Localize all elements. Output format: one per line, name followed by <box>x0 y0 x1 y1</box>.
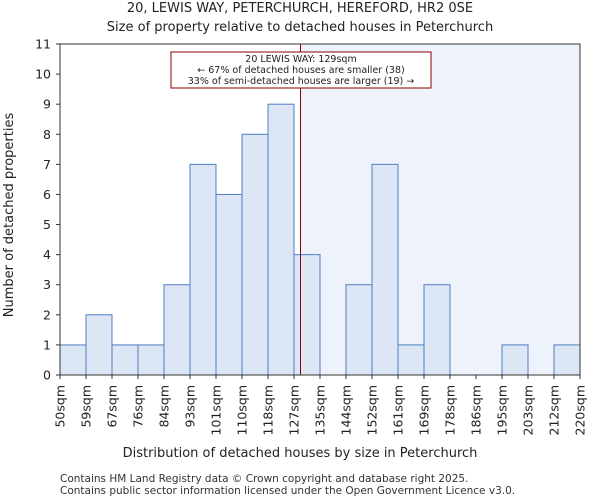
y-tick-label-5: 5 <box>43 217 51 232</box>
x-tick-label-135sqm: 135sqm <box>313 385 328 435</box>
bar-76sqm <box>137 344 165 376</box>
x-tick-label-84sqm: 84sqm <box>157 385 172 428</box>
chart-title: 20, LEWIS WAY, PETERCHURCH, HEREFORD, HR… <box>127 1 473 16</box>
bar-118sqm <box>267 103 295 376</box>
x-tick-label-178sqm: 178sqm <box>443 385 458 435</box>
x-tick-label-118sqm: 118sqm <box>261 385 276 435</box>
x-tick-label-110sqm: 110sqm <box>235 385 250 435</box>
x-tick-label-169sqm: 169sqm <box>417 385 432 435</box>
x-tick-label-203sqm: 203sqm <box>521 385 536 435</box>
y-tick-label-9: 9 <box>43 97 51 112</box>
y-tick-label-11: 11 <box>35 37 51 52</box>
bar-195sqm <box>501 344 529 376</box>
bar-212sqm <box>553 344 581 376</box>
y-tick-label-7: 7 <box>43 157 51 172</box>
bar-144sqm <box>345 284 373 376</box>
x-tick-label-212sqm: 212sqm <box>547 385 562 435</box>
bar-59sqm <box>85 314 113 376</box>
bar-152sqm <box>371 163 399 376</box>
bar-169sqm <box>423 284 451 376</box>
x-axis-label: Distribution of detached houses by size … <box>123 446 478 461</box>
x-tick-label-144sqm: 144sqm <box>339 385 354 435</box>
bar-84sqm <box>163 284 191 376</box>
x-axis-ticks: 50sqm 59sqm 67sqm 76sqm 84sqm 93sqm 101sqm 110s… <box>53 375 588 435</box>
x-tick-label-220sqm: 220sqm <box>573 385 588 435</box>
y-tick-label-6: 6 <box>43 187 51 202</box>
bars <box>59 103 581 376</box>
chart-subtitle: Size of property relative to detached ho… <box>107 20 493 35</box>
annotation-border <box>170 51 432 89</box>
x-tick-label-186sqm: 186sqm <box>469 385 484 435</box>
x-tick-label-152sqm: 152sqm <box>365 385 380 435</box>
x-tick-label-161sqm: 161sqm <box>391 385 406 435</box>
annotation-box: 20 LEWIS WAY: 129sqm ← 67% of detached h… <box>170 51 432 89</box>
y-axis-label: Number of detached properties <box>2 113 17 318</box>
bar-101sqm <box>215 193 243 376</box>
y-tick-label-2: 2 <box>43 307 51 322</box>
x-tick-label-50sqm: 50sqm <box>53 385 68 428</box>
bar-50sqm <box>59 344 87 376</box>
y-tick-label-8: 8 <box>43 127 51 142</box>
x-tick-label-67sqm: 67sqm <box>105 385 120 428</box>
y-tick-label-10: 10 <box>35 67 51 82</box>
x-tick-label-93sqm: 93sqm <box>183 385 198 428</box>
y-tick-label-4: 4 <box>43 247 51 262</box>
annotation-line-3: 33% of semi-detached houses are larger (… <box>188 76 415 87</box>
y-tick-label-1: 1 <box>43 337 51 352</box>
bar-67sqm <box>111 344 139 376</box>
x-tick-label-101sqm: 101sqm <box>209 385 224 435</box>
x-tick-label-127sqm: 127sqm <box>287 385 302 435</box>
footer-line-2: Contains public sector information licen… <box>60 485 515 497</box>
bar-110sqm <box>241 133 269 376</box>
footer-line-1: Contains HM Land Registry data © Crown c… <box>60 473 468 485</box>
bar-93sqm <box>189 163 217 376</box>
y-tick-label-3: 3 <box>43 277 51 292</box>
bar-127sqm <box>293 254 321 376</box>
x-tick-label-59sqm: 59sqm <box>79 385 94 428</box>
bar-161sqm <box>397 344 425 376</box>
y-tick-label-0: 0 <box>43 368 51 383</box>
annotation-line-2: ← 67% of detached houses are smaller (38… <box>197 65 404 76</box>
x-tick-label-195sqm: 195sqm <box>495 385 510 435</box>
x-tick-label-76sqm: 76sqm <box>131 385 146 428</box>
y-axis-ticks: 0 1 2 3 4 5 6 7 8 9 10 11 <box>35 37 60 383</box>
annotation-line-1: 20 LEWIS WAY: 129sqm <box>245 54 356 65</box>
